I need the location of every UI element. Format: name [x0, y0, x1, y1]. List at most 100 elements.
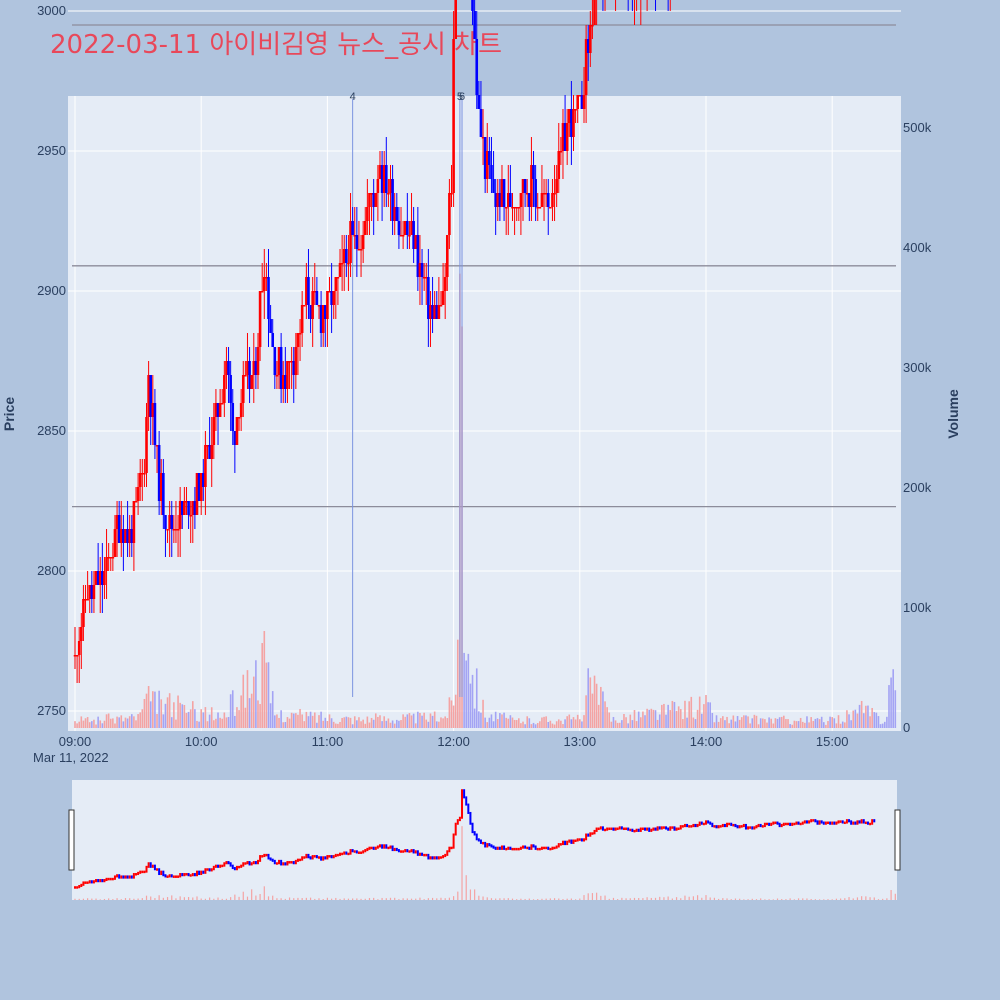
candle-body [504, 207, 508, 209]
candle-body [563, 123, 567, 151]
range-slider-candle [400, 850, 403, 853]
range-slider-candle [759, 823, 762, 828]
candle-body [551, 193, 554, 207]
candle-body [191, 501, 195, 515]
range-slider-volume-bar [255, 895, 257, 900]
candle-body [206, 445, 209, 447]
y2-tick-label: 400k [903, 240, 932, 255]
candle-body [204, 445, 207, 487]
candle-body [80, 627, 83, 641]
range-slider-candle [763, 822, 766, 828]
range-slider-volume-bar [511, 898, 514, 900]
range-slider-candle [671, 826, 674, 829]
candle-body [572, 109, 575, 137]
range-slider-candle [353, 850, 356, 853]
range-slider-candle [656, 826, 659, 831]
candle-body [84, 599, 87, 601]
volume-bar [448, 697, 451, 728]
range-slider-candle [803, 820, 806, 824]
volume-bar [360, 721, 362, 728]
volume-bar [160, 699, 163, 728]
volume-bar [290, 712, 293, 728]
volume-bar [581, 721, 583, 728]
volume-bar [892, 669, 894, 728]
volume-bar [871, 707, 873, 728]
range-slider-candle [490, 844, 493, 848]
range-slider-candle [212, 865, 215, 871]
candle-body [578, 95, 582, 97]
range-slider-candle [530, 844, 533, 850]
y2-tick-label: 0 [903, 720, 910, 735]
range-slider-volume-bar [129, 898, 131, 900]
range-slider-volume-bar [495, 898, 497, 900]
range-slider-left-handle[interactable] [68, 809, 75, 871]
volume-bar [560, 720, 562, 728]
range-slider-volume-bar [617, 899, 619, 900]
y2-tick-label: 200k [903, 480, 932, 495]
candle-body [86, 599, 89, 601]
candle-body [258, 291, 262, 347]
candle-body [292, 361, 296, 375]
range-slider-candle [549, 847, 552, 851]
range-slider-candle [812, 819, 815, 822]
range-slider-volume-bar [734, 898, 737, 900]
range-slider-volume-bar [490, 898, 493, 900]
range-slider-volume-bar [503, 898, 505, 900]
volume-bar [797, 721, 800, 728]
range-slider-volume-bar [335, 897, 337, 900]
range-slider-candle [646, 827, 649, 831]
range-slider-candle [606, 827, 609, 831]
range-slider[interactable] [68, 780, 901, 900]
range-slider-candle [238, 865, 241, 869]
candle-body [391, 179, 394, 221]
range-slider-volume-bar [549, 898, 551, 900]
volume-bar [271, 691, 274, 728]
candle-body [286, 361, 289, 389]
range-slider-candle [137, 871, 140, 876]
volume-bar [717, 721, 720, 728]
candle-body [254, 361, 258, 375]
volume-bar [675, 710, 678, 728]
range-slider-candle [198, 870, 201, 876]
candle-body [490, 165, 493, 179]
range-slider-volume-bar [680, 898, 682, 900]
candle-body [94, 571, 98, 585]
range-slider-candle [648, 827, 651, 832]
range-slider-candle [351, 849, 354, 853]
volume-bar [587, 668, 590, 728]
candle-body [555, 179, 558, 193]
candle-body [570, 109, 573, 137]
candle-body [509, 193, 512, 207]
range-slider-candle [559, 843, 562, 846]
range-slider-candle [309, 856, 312, 860]
range-slider-candle [667, 827, 670, 831]
candle-body [366, 207, 369, 221]
range-slider-volume-bar [288, 897, 291, 900]
range-slider-candle [221, 864, 224, 868]
range-slider-candle [637, 828, 640, 832]
volume-bar [808, 722, 810, 728]
candle-body [96, 571, 100, 585]
range-slider-candle [231, 864, 234, 870]
range-slider-candle [774, 821, 777, 825]
range-slider-candle [587, 833, 590, 837]
volume-bar [816, 718, 819, 728]
volume-bar [196, 720, 198, 728]
volume-bar [783, 715, 785, 728]
range-slider-right-handle[interactable] [894, 809, 901, 871]
range-slider-candle [845, 819, 848, 824]
volume-bar [618, 722, 621, 728]
range-slider-volume-bar [553, 898, 556, 900]
volume-bar [700, 713, 703, 728]
candle-body [582, 95, 586, 109]
range-slider-candle [810, 819, 813, 823]
volume-bar [503, 712, 505, 728]
candle-body [372, 193, 375, 207]
range-slider-candle [172, 875, 175, 878]
candle-body [368, 193, 371, 207]
volume-bar [128, 716, 131, 728]
range-slider-candle [835, 821, 838, 825]
candle-body [395, 207, 399, 221]
candle-body [580, 95, 584, 109]
volume-bar [236, 707, 238, 728]
